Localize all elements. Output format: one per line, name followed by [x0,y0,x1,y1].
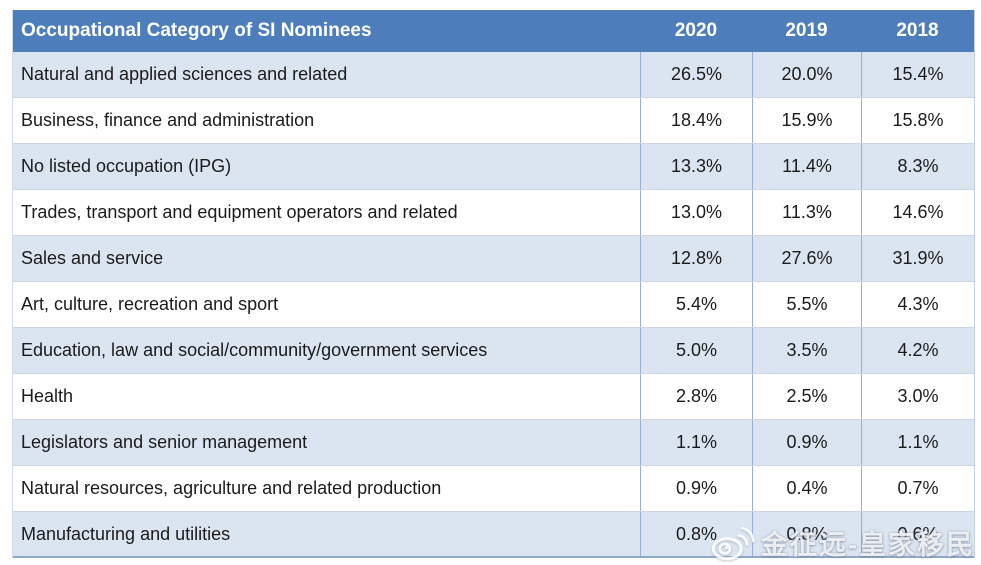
value-cell-2020: 2.8% [640,374,752,419]
value-cell-2019: 3.5% [752,328,861,373]
value-cell-2020: 12.8% [640,236,752,281]
value-cell-2020: 13.3% [640,144,752,189]
table-row: Health 2.8% 2.5% 3.0% [13,374,974,420]
table-header-row: Occupational Category of SI Nominees 202… [13,10,974,52]
table-row: Manufacturing and utilities 0.8% 0.8% 0.… [13,512,974,558]
value-cell-2020: 0.8% [640,512,752,556]
category-cell: Health [21,386,74,406]
table-header-title: Occupational Category of SI Nominees [21,20,372,41]
value-cell-2018: 4.3% [861,282,974,327]
value-cell-2018: 0.7% [861,466,974,511]
category-cell: Natural and applied sciences and related [21,64,348,84]
category-cell: Business, finance and administration [21,110,315,130]
value-cell-2018: 3.0% [861,374,974,419]
category-cell: Legislators and senior management [21,432,308,452]
value-cell-2020: 5.4% [640,282,752,327]
table-row: Sales and service 12.8% 27.6% 31.9% [13,236,974,282]
value-cell-2019: 5.5% [752,282,861,327]
table-header-2020: 2020 [674,20,718,41]
table-header-2018: 2018 [896,20,939,41]
table-row: Natural resources, agriculture and relat… [13,466,974,512]
value-cell-2018: 8.3% [861,144,974,189]
category-cell: Manufacturing and utilities [21,523,231,544]
table-row: Education, law and social/community/gove… [13,328,974,374]
value-cell-2020: 1.1% [640,420,752,465]
value-cell-2020: 13.0% [640,190,752,235]
value-cell-2018: 15.8% [861,98,974,143]
category-cell: Natural resources, agriculture and relat… [21,478,442,498]
value-cell-2019: 0.8% [752,512,861,556]
table-row: Trades, transport and equipment operator… [13,190,974,236]
value-cell-2018: 4.2% [861,328,974,373]
category-cell: Sales and service [21,248,164,268]
value-cell-2019: 0.9% [752,420,861,465]
value-cell-2018: 31.9% [861,236,974,281]
value-cell-2019: 0.4% [752,466,861,511]
table-row: Business, finance and administration 18.… [13,98,974,144]
table-row: Art, culture, recreation and sport 5.4% … [13,282,974,328]
value-cell-2018: 14.6% [861,190,974,235]
category-cell: No listed occupation (IPG) [21,156,232,176]
value-cell-2020: 26.5% [640,52,752,97]
table-header-2019: 2019 [785,20,828,41]
table-row: No listed occupation (IPG) 13.3% 11.4% 8… [13,144,974,190]
value-cell-2019: 2.5% [752,374,861,419]
value-cell-2018: 15.4% [861,52,974,97]
value-cell-2019: 15.9% [752,98,861,143]
table-row: Natural and applied sciences and related… [13,52,974,98]
category-cell: Art, culture, recreation and sport [21,294,279,314]
value-cell-2018: 1.1% [861,420,974,465]
value-cell-2019: 27.6% [752,236,861,281]
category-cell: Education, law and social/community/gove… [21,340,488,360]
value-cell-2019: 11.3% [752,190,861,235]
table-row: Legislators and senior management 1.1% 0… [13,420,974,466]
value-cell-2020: 0.9% [640,466,752,511]
value-cell-2019: 20.0% [752,52,861,97]
nominees-table: Occupational Category of SI Nominees 202… [12,10,975,558]
category-cell: Trades, transport and equipment operator… [21,202,458,222]
value-cell-2019: 11.4% [752,144,861,189]
value-cell-2020: 5.0% [640,328,752,373]
value-cell-2020: 18.4% [640,98,752,143]
value-cell-2018: 0.6% [861,512,974,556]
